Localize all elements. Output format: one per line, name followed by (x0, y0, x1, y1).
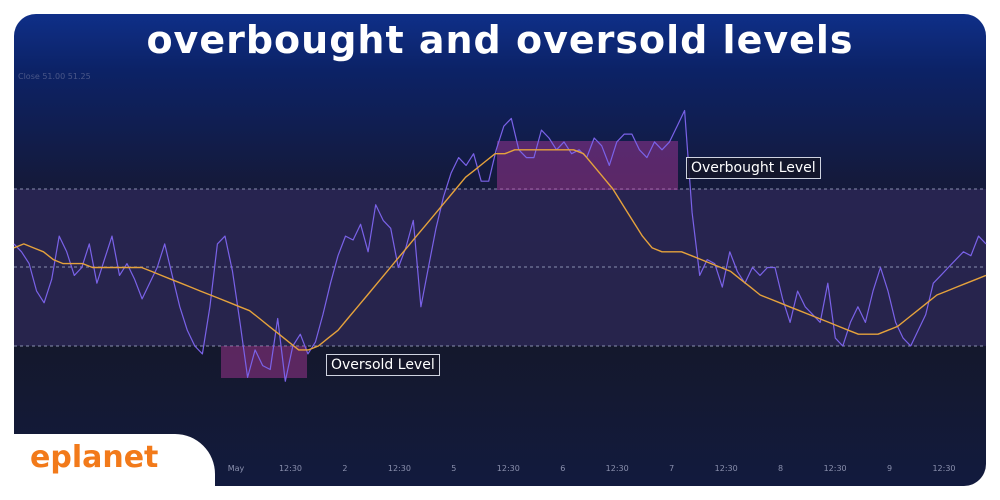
x-tick-label: 12:30 (715, 464, 738, 473)
x-tick-label: 12:30 (606, 464, 629, 473)
series-layer (13, 109, 987, 382)
page-title: overbought and oversold levels (146, 18, 854, 62)
brand-logo[interactable]: eplanet (30, 440, 158, 475)
logo-tab (0, 434, 215, 500)
x-tick-label: 12:30 (497, 464, 520, 473)
x-tick-label: May (228, 464, 245, 473)
oscillator-line (13, 109, 987, 382)
signal-line (13, 149, 987, 351)
x-axis-ticks: May 12:30 2 12:30 5 12:30 6 12:30 7 12:30 8 12:30 9 1… (228, 464, 956, 473)
oversold-level-label: Oversold Level (326, 354, 440, 376)
brand-logo-text: eplanet (30, 440, 159, 475)
oversold-zone (221, 346, 307, 378)
x-tick-label: 6 (560, 464, 565, 473)
faint-legend-text: Close 51.00 51.25 (18, 72, 91, 81)
x-tick-label: 9 (887, 464, 892, 473)
x-tick-label: 2 (342, 464, 347, 473)
x-tick-label: 12:30 (279, 464, 302, 473)
x-tick-label: 7 (669, 464, 674, 473)
x-tick-label: 12:30 (388, 464, 411, 473)
overbought-level-label: Overbought Level (686, 157, 821, 179)
x-tick-label: 8 (778, 464, 783, 473)
x-tick-label: 12:30 (824, 464, 847, 473)
x-tick-label: 5 (451, 464, 456, 473)
x-tick-label: 12:30 (932, 464, 955, 473)
